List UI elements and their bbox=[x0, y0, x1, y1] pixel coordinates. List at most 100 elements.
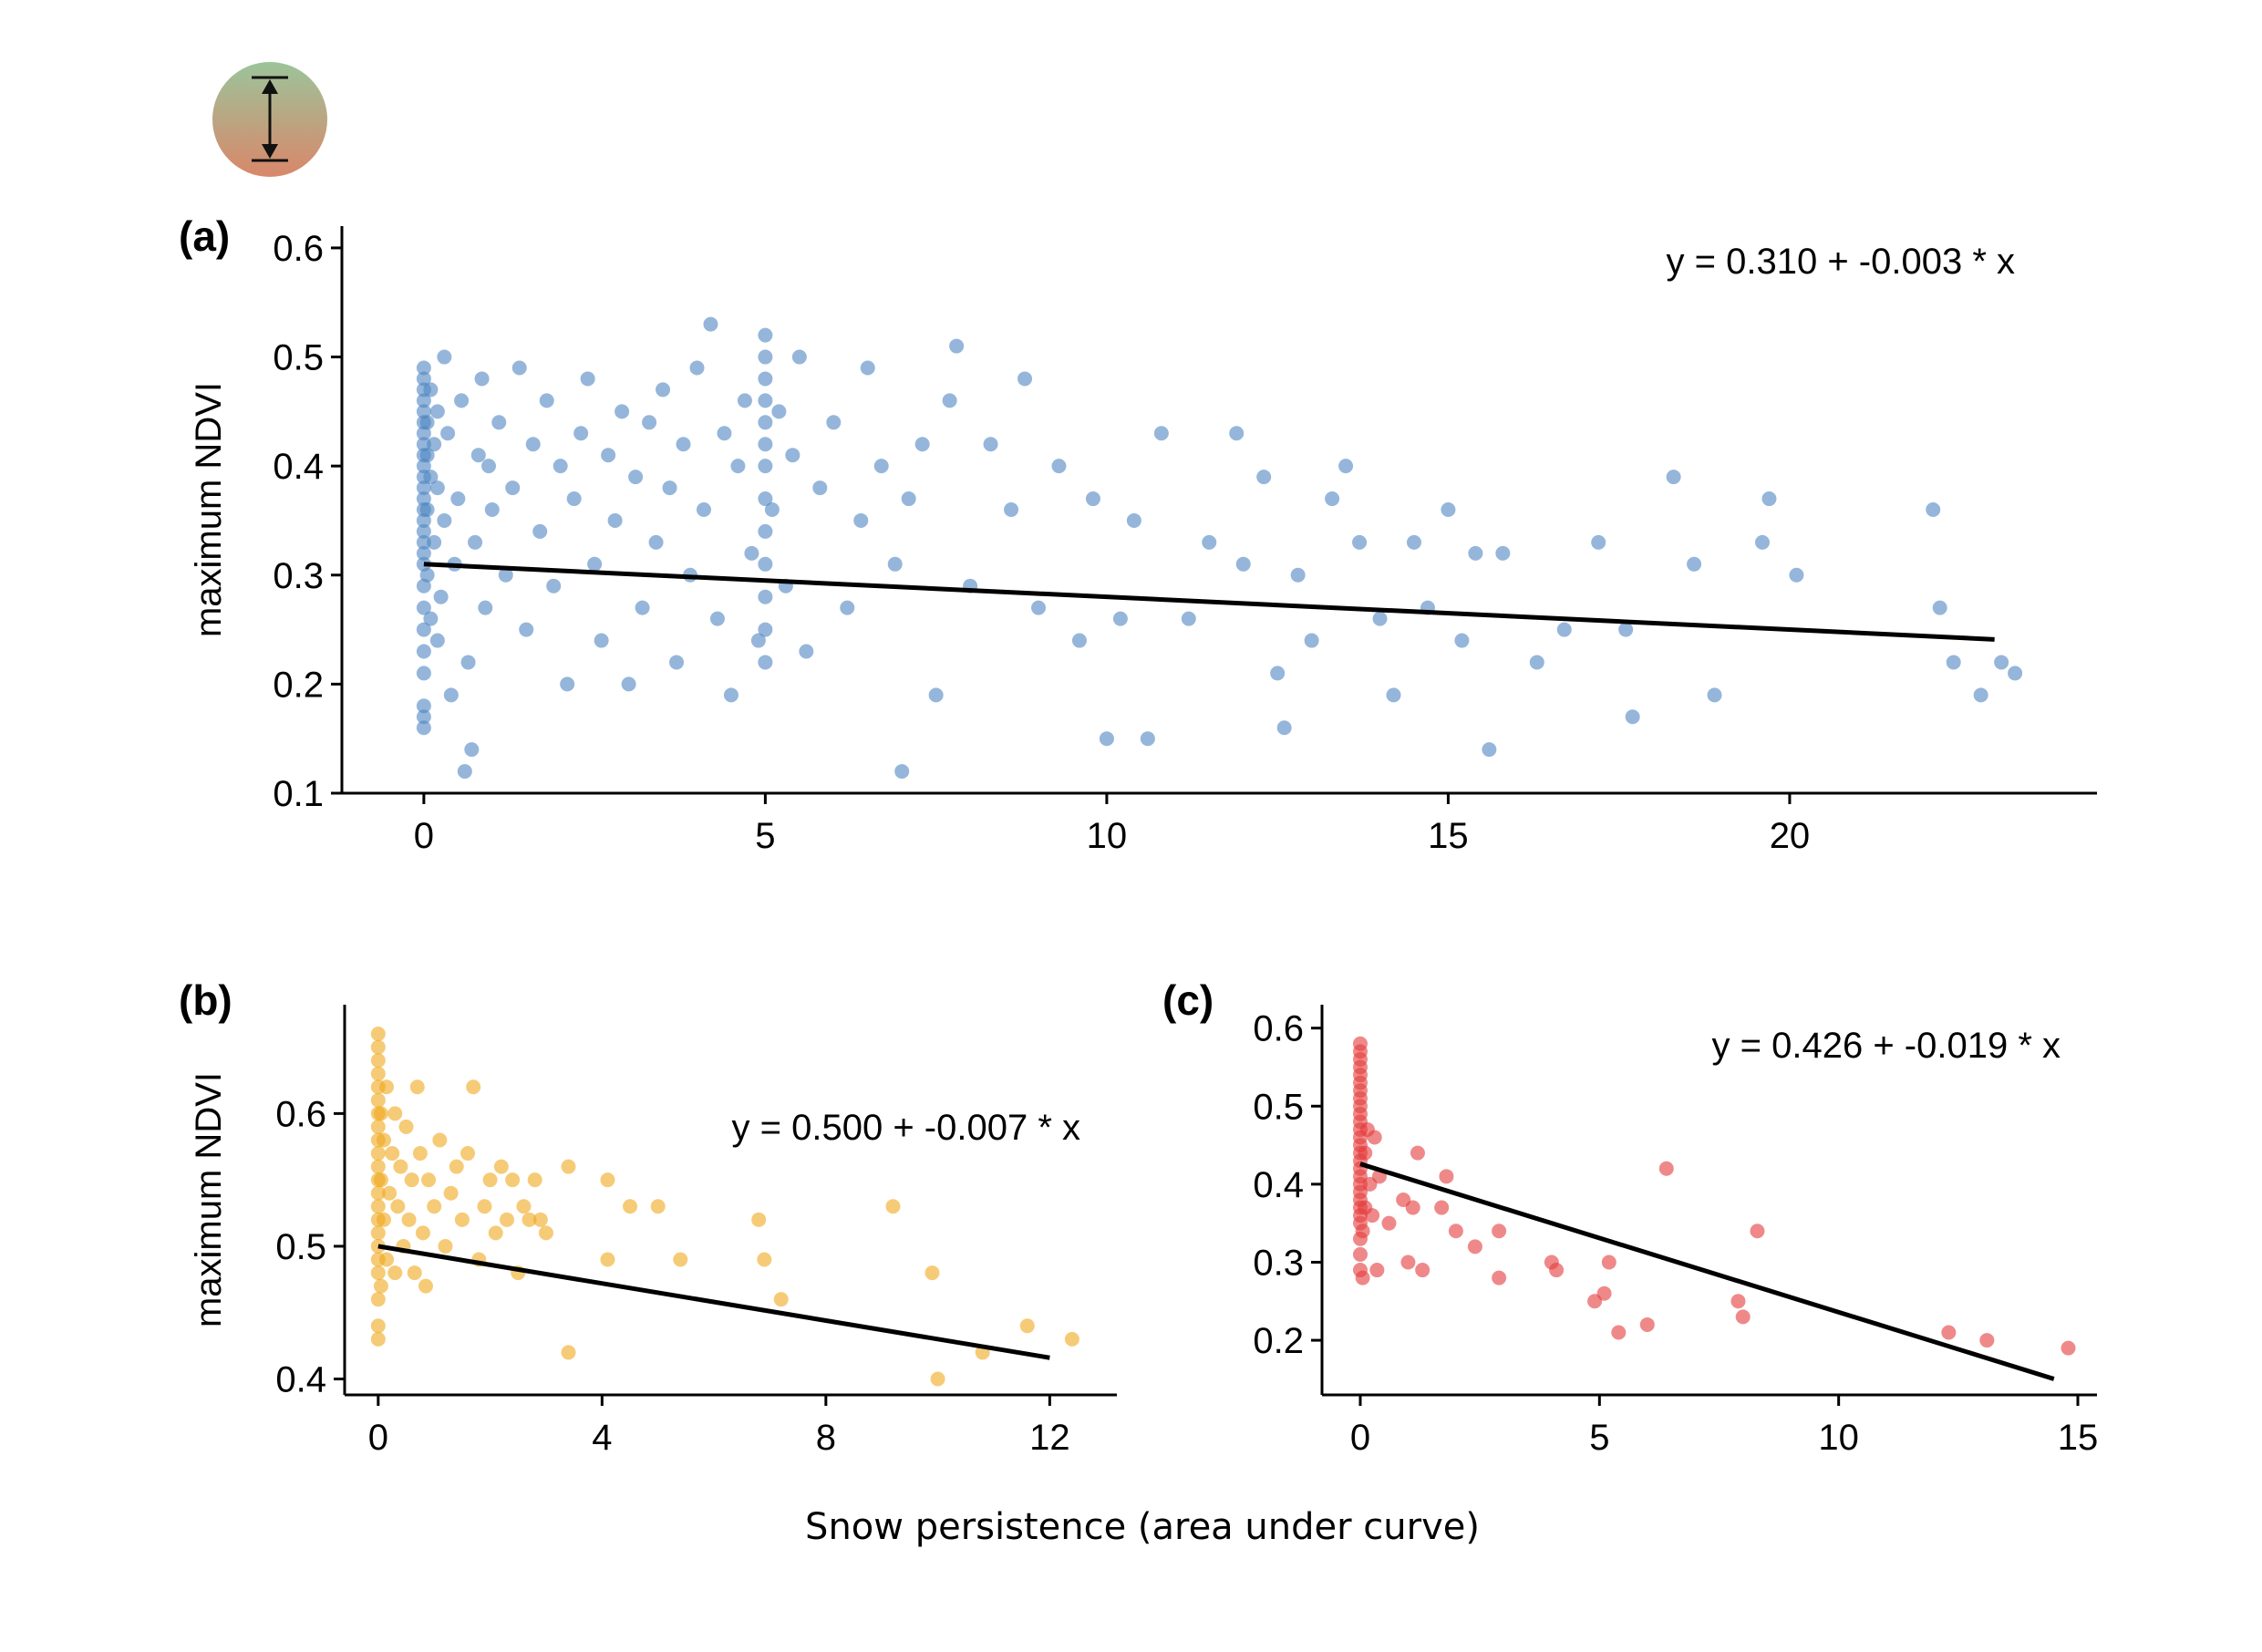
regression-equation: y = 0.426 + -0.019 * x bbox=[1712, 1026, 2061, 1066]
data-point bbox=[416, 600, 431, 615]
data-point bbox=[429, 633, 445, 648]
data-point bbox=[1549, 1263, 1565, 1278]
data-point bbox=[758, 327, 773, 343]
data-point bbox=[1439, 1169, 1454, 1184]
data-point bbox=[450, 491, 466, 507]
data-point bbox=[493, 1159, 509, 1174]
data-point bbox=[449, 1159, 464, 1174]
data-point bbox=[628, 470, 644, 485]
data-point bbox=[696, 502, 711, 517]
y-tick-label: 0.6 bbox=[273, 229, 324, 269]
data-point bbox=[539, 393, 554, 408]
data-point bbox=[758, 491, 773, 507]
data-point bbox=[1434, 1200, 1450, 1215]
data-point bbox=[737, 393, 752, 408]
data-point bbox=[370, 1066, 386, 1081]
data-point bbox=[669, 655, 685, 670]
data-point bbox=[1750, 1224, 1765, 1239]
data-point bbox=[758, 523, 773, 539]
data-point bbox=[466, 1079, 481, 1095]
data-point bbox=[799, 644, 814, 659]
data-point bbox=[758, 556, 773, 572]
data-point bbox=[477, 1199, 492, 1214]
data-point bbox=[379, 1079, 395, 1095]
data-point bbox=[370, 1199, 386, 1214]
data-point bbox=[1492, 1270, 1507, 1285]
data-point bbox=[791, 349, 807, 365]
data-point bbox=[409, 1079, 425, 1095]
y-axis-title: maximum NDVI bbox=[189, 382, 229, 637]
data-point bbox=[419, 567, 435, 583]
data-point bbox=[930, 1371, 945, 1387]
data-point bbox=[840, 600, 855, 615]
data-point bbox=[370, 1292, 386, 1307]
data-point bbox=[1687, 556, 1702, 572]
data-point bbox=[1365, 1208, 1380, 1224]
y-tick-label: 0.4 bbox=[273, 447, 324, 487]
data-point bbox=[758, 349, 773, 365]
data-point bbox=[758, 589, 773, 604]
panel-b-chart: 0.4 0.5 0.6 0 4 8 12 y = 0.500 + -0.007 * x (b) m… bbox=[179, 976, 1117, 1458]
data-point bbox=[673, 1252, 688, 1267]
data-point bbox=[432, 1132, 448, 1148]
data-point bbox=[723, 687, 739, 703]
regression-line bbox=[1359, 1162, 2055, 1381]
data-point bbox=[416, 720, 431, 736]
data-point bbox=[1405, 1200, 1420, 1215]
data-point bbox=[429, 404, 445, 419]
x-tick-label: 12 bbox=[1029, 1418, 1070, 1458]
data-point bbox=[525, 437, 541, 452]
data-point bbox=[1064, 1331, 1079, 1347]
data-point bbox=[1126, 512, 1141, 528]
y-axis-title: maximum NDVI bbox=[189, 1072, 229, 1327]
data-point bbox=[437, 512, 452, 528]
data-point bbox=[785, 448, 800, 463]
data-point bbox=[370, 1185, 386, 1201]
panel-label: (b) bbox=[179, 976, 232, 1024]
data-point bbox=[1973, 687, 1988, 703]
data-point bbox=[1482, 742, 1497, 758]
data-point bbox=[560, 676, 575, 692]
data-point bbox=[457, 764, 472, 780]
x-tick-label: 10 bbox=[1087, 816, 1128, 856]
data-point bbox=[412, 1146, 428, 1162]
data-point bbox=[443, 1185, 459, 1201]
data-point bbox=[1270, 666, 1286, 681]
data-point bbox=[751, 1212, 767, 1227]
y-tick-label: 0.3 bbox=[273, 556, 324, 596]
y-tick-label: 0.6 bbox=[1253, 1009, 1304, 1049]
data-point bbox=[1140, 731, 1155, 747]
data-point bbox=[416, 480, 431, 496]
x-tick-label: 4 bbox=[592, 1418, 612, 1458]
data-point bbox=[470, 448, 486, 463]
data-point bbox=[717, 426, 732, 441]
data-point bbox=[1304, 633, 1319, 648]
data-point bbox=[419, 502, 435, 517]
y-tick-label: 0.3 bbox=[1253, 1243, 1304, 1283]
data-point bbox=[505, 480, 521, 496]
data-point bbox=[1735, 1309, 1751, 1325]
data-point bbox=[416, 666, 431, 681]
data-point bbox=[427, 437, 442, 452]
data-point bbox=[416, 360, 431, 376]
data-point bbox=[1235, 556, 1251, 572]
data-point bbox=[2061, 1340, 2076, 1356]
data-point bbox=[482, 1172, 498, 1188]
data-point bbox=[1454, 633, 1470, 648]
y-tick-label: 0.5 bbox=[275, 1227, 326, 1267]
data-point bbox=[416, 545, 431, 561]
data-point bbox=[730, 459, 746, 474]
data-point bbox=[1352, 1246, 1368, 1262]
data-point bbox=[983, 437, 998, 452]
data-point bbox=[744, 545, 759, 561]
data-point bbox=[433, 589, 449, 604]
data-point bbox=[2008, 666, 2023, 681]
data-point bbox=[385, 1146, 400, 1162]
data-point bbox=[373, 1172, 388, 1188]
data-point bbox=[1618, 622, 1634, 637]
data-point bbox=[1256, 470, 1272, 485]
data-point bbox=[488, 1225, 503, 1241]
data-point bbox=[703, 316, 718, 332]
data-point bbox=[1153, 426, 1169, 441]
data-point bbox=[600, 1252, 615, 1267]
